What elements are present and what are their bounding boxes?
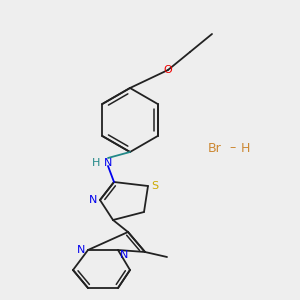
Text: H: H: [92, 158, 100, 168]
Text: S: S: [152, 181, 159, 191]
Text: H: H: [240, 142, 250, 154]
Text: N: N: [89, 195, 97, 205]
Text: N: N: [104, 158, 112, 168]
Text: N: N: [120, 250, 128, 260]
Text: N: N: [77, 245, 85, 255]
Text: –: –: [230, 142, 236, 154]
Text: O: O: [164, 65, 172, 75]
Text: Br: Br: [208, 142, 222, 154]
